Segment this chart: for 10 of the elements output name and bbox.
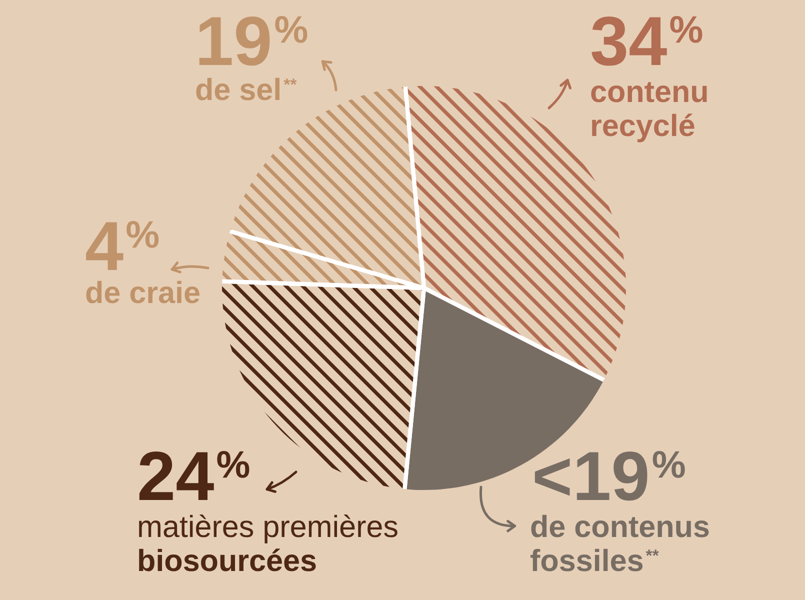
slice-label: contenu recyclé bbox=[591, 82, 707, 142]
slice-label: de sel** bbox=[196, 78, 297, 100]
data-label: <19% bbox=[534, 451, 685, 501]
slice-label: de contenus fossiles** bbox=[530, 514, 709, 572]
data-label: 34% bbox=[592, 16, 702, 66]
slice-label: de craie bbox=[86, 280, 200, 304]
data-label: 19% bbox=[199, 16, 308, 66]
data-label: 4% bbox=[86, 221, 159, 270]
data-label: 24% bbox=[139, 451, 250, 500]
slice-label: matières premières biosourcées bbox=[139, 514, 398, 572]
